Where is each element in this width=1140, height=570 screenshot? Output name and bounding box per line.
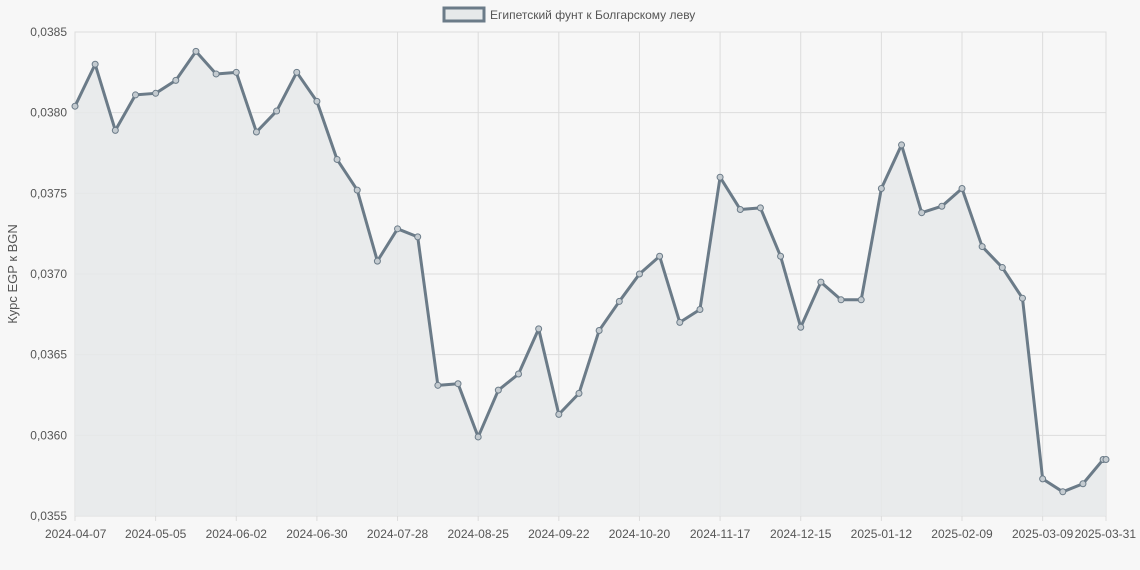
data-point[interactable] [232,68,240,76]
x-tick-label: 2024-05-05 [125,527,187,541]
data-point[interactable] [676,318,684,326]
x-tick-label: 2024-06-30 [286,527,348,541]
data-point[interactable] [192,47,200,55]
data-point[interactable] [756,204,764,212]
data-point[interactable] [656,252,664,260]
x-tick-label: 2025-03-09 [1012,527,1074,541]
data-point[interactable] [635,270,643,278]
x-tick-label: 2024-06-02 [206,527,268,541]
x-tick-label: 2024-11-17 [690,527,751,541]
data-point[interactable] [273,107,281,115]
x-axis-ticks: 2024-04-07 2024-05-05 2024-06-02 2024-06-30… [45,527,1136,541]
data-point[interactable] [353,186,361,194]
data-point[interactable] [293,68,301,76]
data-point[interactable] [394,225,402,233]
data-point[interactable] [71,102,79,110]
y-tick-label: 0,0370 [30,267,67,281]
data-point[interactable] [736,205,744,213]
data-point[interactable] [131,91,139,99]
x-tick-label: 2025-03-31 [1075,527,1137,541]
data-point[interactable] [817,278,825,286]
data-point[interactable] [515,370,522,378]
legend-label[interactable]: Египетский фунт к Болгарскому леву [490,8,695,22]
data-point[interactable] [877,184,885,192]
data-point[interactable] [172,76,180,84]
data-point[interactable] [696,305,704,313]
y-axis-title: Курс EGP к BGN [5,224,20,324]
data-point[interactable] [111,126,119,134]
x-tick-label: 2024-12-15 [770,527,832,541]
data-point[interactable] [212,70,220,78]
x-tick-label: 2024-07-28 [367,527,429,541]
data-point[interactable] [333,155,341,163]
x-tick-label: 2024-04-07 [45,527,107,541]
data-point[interactable] [152,89,160,97]
x-tick-label: 2024-09-22 [528,527,590,541]
legend-swatch[interactable] [442,6,486,23]
data-point[interactable] [595,326,603,334]
data-point[interactable] [898,141,906,149]
data-point[interactable] [777,252,785,260]
data-point[interactable] [1102,456,1110,464]
data-point[interactable] [716,173,724,181]
data-point[interactable] [414,233,422,241]
data-point[interactable] [91,60,99,68]
data-point[interactable] [978,243,986,251]
data-point[interactable] [252,128,260,136]
data-point[interactable] [474,433,482,441]
y-tick-label: 0,0375 [30,186,67,200]
data-point[interactable] [1059,488,1067,496]
data-point[interactable] [555,410,563,418]
data-point[interactable] [1079,480,1087,488]
series-area [75,51,1106,517]
data-point[interactable] [494,386,502,394]
data-point[interactable] [918,209,926,217]
data-point[interactable] [998,264,1006,272]
y-tick-label: 0,0385 [30,25,67,39]
x-tick-label: 2025-02-09 [931,527,993,541]
data-point[interactable] [857,296,865,304]
data-point[interactable] [373,257,381,265]
data-point[interactable] [535,325,543,333]
y-tick-label: 0,0380 [30,106,67,120]
x-tick-label: 2024-10-20 [609,527,671,541]
y-tick-label: 0,0360 [30,428,67,442]
legend[interactable]: Египетский фунт к Болгарскому леву [442,6,695,23]
x-tick-label: 2024-08-25 [447,527,509,541]
data-point[interactable] [1039,475,1047,483]
data-point[interactable] [615,297,623,305]
y-tick-label: 0,0365 [30,348,67,362]
y-axis-ticks: 0,0355 0,0360 0,0365 0,0370 0,0375 0,0380 0,03… [30,25,67,523]
data-point[interactable] [958,184,966,192]
data-point[interactable] [1018,294,1026,302]
data-point[interactable] [938,202,946,210]
y-tick-label: 0,0355 [30,509,67,523]
data-point[interactable] [454,380,462,388]
data-point[interactable] [434,381,442,389]
x-tick-label: 2025-01-12 [851,527,913,541]
data-point[interactable] [575,389,583,397]
points-group [71,47,1110,496]
data-point[interactable] [837,296,845,304]
data-point[interactable] [313,97,321,105]
area-fill [75,51,1106,517]
data-point[interactable] [797,323,805,331]
